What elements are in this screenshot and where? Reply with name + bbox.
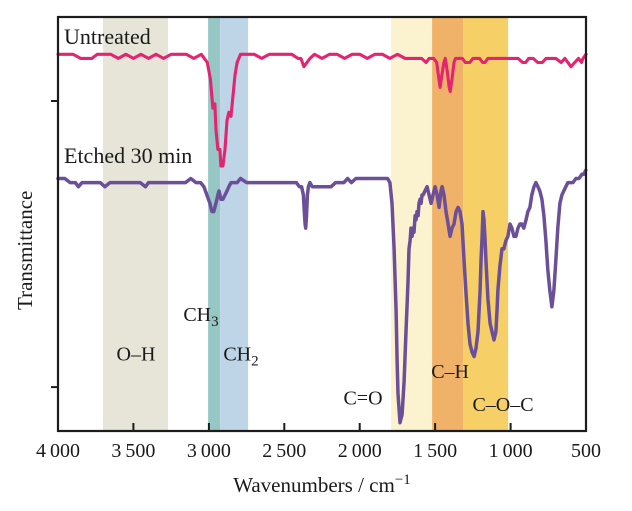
label-oh: O–H [117, 344, 156, 366]
band-ch3 [208, 17, 221, 431]
x-tick-label-3000: 3 000 [187, 440, 231, 462]
label-untreated: Untreated [64, 24, 151, 49]
x-tick-label-3500: 3 500 [111, 440, 155, 462]
band-oh [103, 17, 168, 431]
x-axis-title: Wavenumbers / cm−1 [233, 472, 411, 497]
x-tick-label-2500: 2 500 [262, 440, 306, 462]
label-etched: Etched 30 min [64, 143, 192, 168]
x-tick-label-1000: 1 000 [489, 440, 533, 462]
spectrum-line-untreated [56, 52, 588, 168]
x-tick-label-4000: 4 000 [36, 440, 80, 462]
x-tick-label-500: 500 [571, 440, 601, 462]
label-ch2: CH2 [223, 344, 258, 370]
y-axis-title: Transmittance [13, 191, 37, 310]
spectrum-line-etched [56, 168, 588, 425]
label-ch3: CH3 [183, 304, 218, 330]
plot-border [56, 15, 588, 433]
label-ch: C–H [431, 361, 469, 383]
x-tick-label-1500: 1 500 [413, 440, 457, 462]
label-coc: C–O–C [472, 394, 533, 416]
label-co: C=O [343, 388, 382, 410]
x-tick-label-2000: 2 000 [338, 440, 382, 462]
